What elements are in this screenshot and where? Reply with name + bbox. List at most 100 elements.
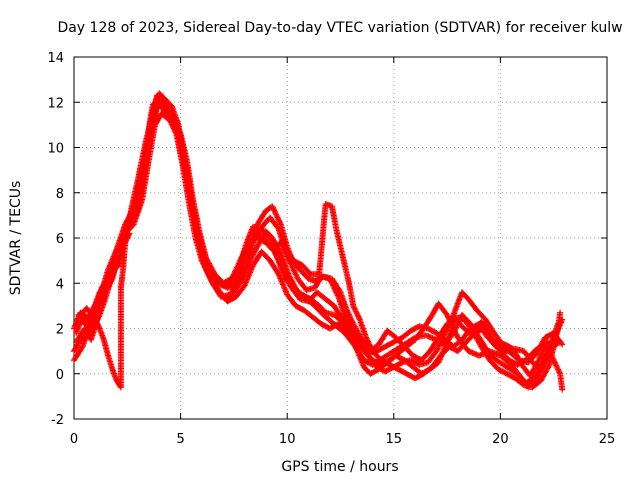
data-point [363,335,370,342]
data-point [283,273,290,280]
data-point [230,272,237,279]
data-point [90,324,97,331]
data-point [169,114,176,121]
data-point [537,352,544,359]
data-point [279,265,286,272]
series-track-6 [71,101,559,380]
data-point [95,313,102,320]
data-point [366,341,373,348]
data-point [271,248,278,255]
data-point [435,343,442,350]
data-point [237,256,244,263]
data-point [273,252,280,259]
series-track-8 [75,230,133,391]
data-point [545,363,552,370]
data-point [367,344,374,351]
data-point [354,311,361,318]
data-point [436,342,443,349]
data-point [280,268,287,275]
data-point [271,208,278,215]
data-point [352,306,359,313]
data-point [539,348,546,355]
data-point [170,115,177,122]
data-point [553,362,560,369]
data-point [230,271,237,278]
data-point [353,346,360,353]
data-point [174,125,181,132]
data-point [231,270,238,277]
data-point [366,342,373,349]
y-tick-label: 2 [56,323,64,338]
data-point [555,367,562,374]
data-point [363,334,370,341]
data-point [281,269,288,276]
data-point [556,369,563,376]
data-point [355,313,362,320]
data-point [171,117,178,124]
data-point [125,231,132,238]
data-point [274,255,281,262]
data-point [277,220,284,227]
data-point [272,251,279,258]
data-point [350,304,357,311]
data-point [549,354,556,361]
x-tick-label: 15 [386,432,403,447]
y-tick-label: 6 [56,232,64,247]
data-point [234,263,241,270]
data-point [239,252,246,259]
data-point [276,259,283,266]
data-point [242,246,249,253]
y-tick-label: 10 [47,142,64,157]
data-point [275,256,282,263]
data-point [233,265,240,272]
x-tick-label: 5 [176,432,184,447]
data-point [173,122,180,129]
data-point [353,309,360,316]
data-point [276,258,282,265]
y-tick-label: 12 [47,96,64,111]
data-point [292,270,299,277]
data-point [356,315,363,322]
y-tick-label: -2 [51,413,64,428]
data-point [539,350,546,357]
data-point [273,211,280,218]
data-point [328,279,335,286]
chart-title: Day 128 of 2023, Sidereal Day-to-day VTE… [57,20,622,36]
data-point [169,112,176,119]
data-point [232,267,239,274]
data-point [441,330,448,337]
data-point [287,260,294,267]
data-point [171,118,178,125]
data-point [235,260,242,267]
data-point [554,365,561,372]
data-point [269,203,276,210]
data-point [342,313,349,320]
data-point [272,249,279,256]
data-point [551,359,558,366]
data-point [351,305,358,312]
data-point [552,361,559,368]
data-point [241,248,248,255]
data-point [550,356,557,363]
data-point [90,325,97,332]
data-point [270,206,277,213]
data-point [290,265,297,272]
x-tick-label: 20 [492,432,509,447]
y-tick-label: 0 [56,368,64,383]
data-point [537,354,544,361]
data-point [329,281,336,288]
x-tick-label: 0 [70,432,78,447]
data-point [237,257,244,264]
series-track-7 [77,99,566,393]
data-point [292,271,299,278]
data-point [239,253,246,260]
data-point [353,345,360,352]
data-point [327,277,334,284]
data-point [341,311,348,318]
data-point [536,355,543,362]
data-point [176,129,183,136]
data-point [552,341,559,348]
data-point [126,230,133,237]
x-tick-label: 10 [279,432,296,447]
